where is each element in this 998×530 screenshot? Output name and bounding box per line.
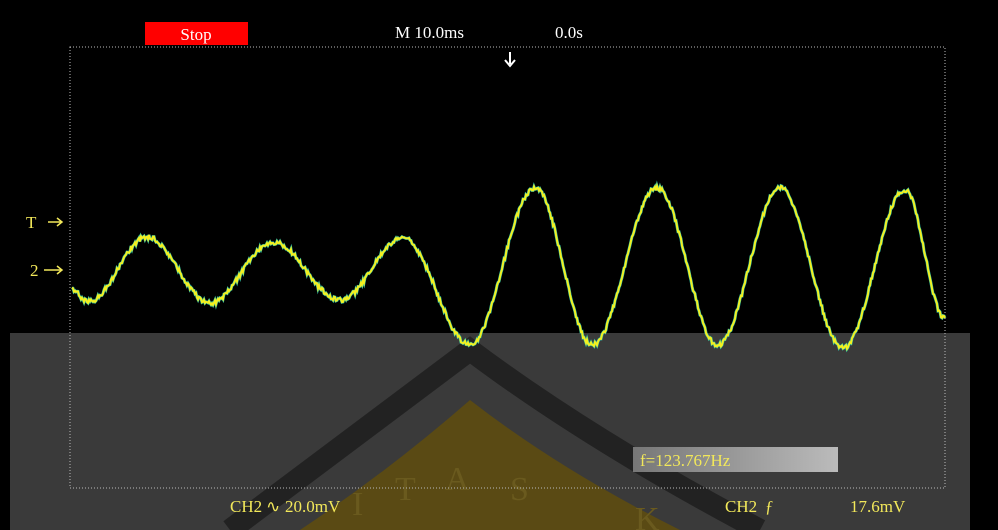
oscilloscope-screen: I T A S K Stop M 10.0ms 0.0s T 2 f=123.7…	[0, 0, 998, 530]
channel-label: CH2	[230, 497, 262, 516]
volts-div: 20.0mV	[285, 497, 341, 516]
frequency: f=123.767Hz	[640, 451, 731, 470]
trigger-level: 17.6mV	[850, 497, 906, 516]
status: Stop	[180, 25, 211, 44]
watermark-letter: K	[635, 501, 660, 530]
channel-marker: 2	[30, 261, 39, 280]
trigger-source: CH2	[725, 497, 757, 516]
watermark-letter: S	[510, 471, 529, 508]
watermark-letter: A	[445, 461, 470, 498]
timebase: M 10.0ms	[395, 23, 464, 42]
trigger-slope: ƒ	[765, 497, 774, 516]
watermark-letter: T	[395, 471, 416, 508]
trigger-marker: T	[26, 213, 37, 232]
delay: 0.0s	[555, 23, 583, 42]
watermark-letter: I	[352, 486, 363, 523]
coupling: ∿	[266, 497, 280, 516]
